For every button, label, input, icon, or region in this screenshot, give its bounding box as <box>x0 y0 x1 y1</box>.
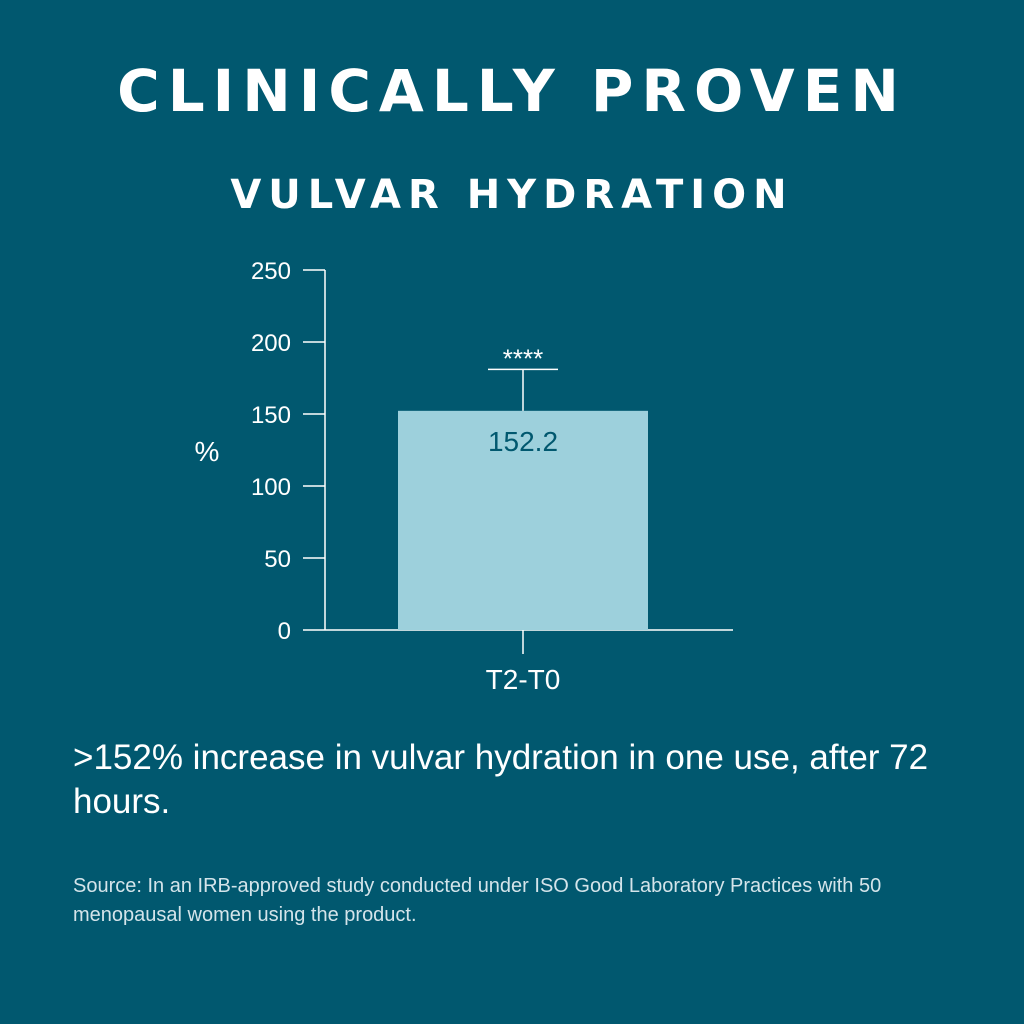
y-tick-label: 0 <box>278 618 291 645</box>
significance-marker: **** <box>503 343 543 373</box>
y-tick-label: 50 <box>264 546 291 573</box>
source-note: Source: In an IRB-approved study conduct… <box>73 875 882 926</box>
y-axis-label: % <box>195 436 220 467</box>
y-tick-label: 100 <box>251 474 291 501</box>
x-tick-label: T2-T0 <box>486 664 561 695</box>
bar <box>398 410 648 630</box>
y-tick-label: 150 <box>251 402 291 429</box>
bar-value-label: 152.2 <box>488 426 558 457</box>
y-tick-label: 200 <box>251 330 291 357</box>
y-tick-label: 250 <box>251 258 291 285</box>
claim-text: >152% increase in vulvar hydration in on… <box>73 738 929 821</box>
headline: CLINICALLY PROVEN <box>117 57 907 125</box>
chart-title: VULVAR HYDRATION <box>230 172 794 218</box>
